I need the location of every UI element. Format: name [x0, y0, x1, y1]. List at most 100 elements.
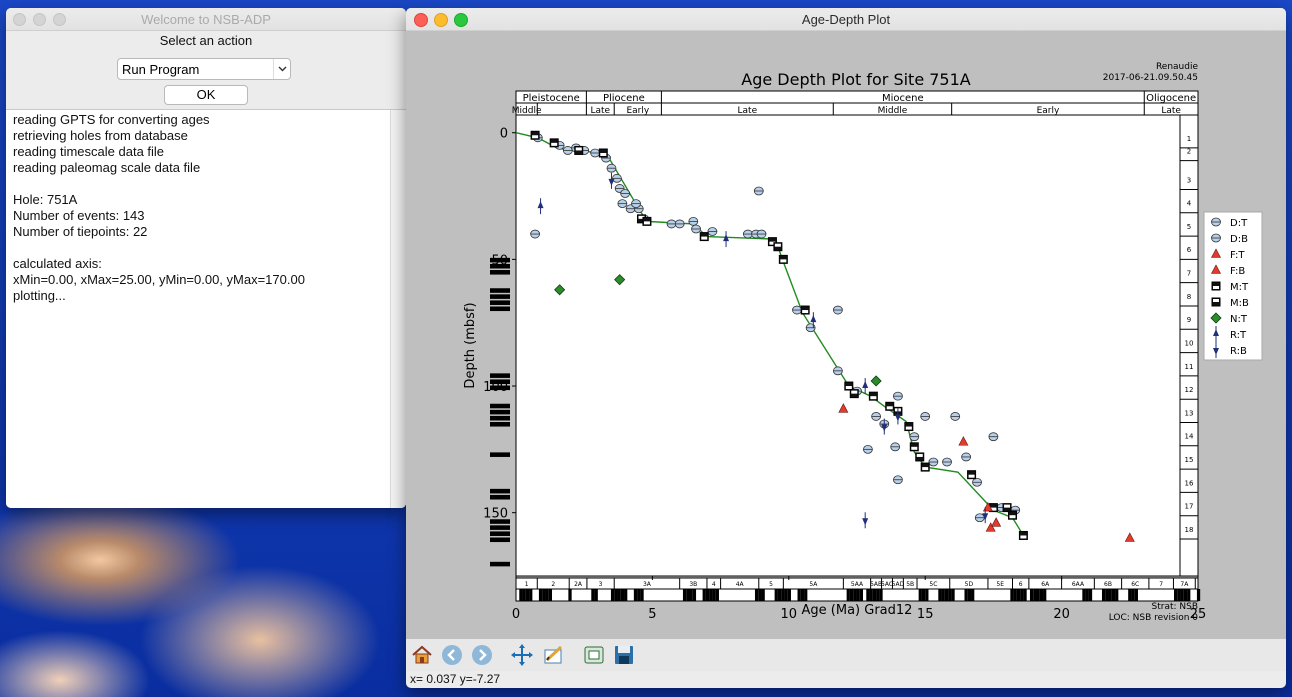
legend-marker: [1213, 326, 1219, 342]
polarity-block: [948, 589, 952, 601]
polarity-block: [591, 589, 595, 601]
action-select[interactable]: Run Program: [117, 58, 291, 80]
launcher-titlebar[interactable]: Welcome to NSB-ADP: [6, 8, 406, 31]
chron-label: 5E: [996, 581, 1004, 588]
polarity-block: [542, 589, 546, 601]
legend-marker: [1211, 248, 1221, 258]
author-label: Renaudie: [1156, 62, 1199, 72]
square-half: [851, 390, 858, 394]
forward-icon[interactable]: [468, 641, 496, 669]
chron-label: 5AD: [892, 581, 905, 588]
datum-marker: [608, 172, 615, 189]
triangle: [991, 517, 1002, 527]
log-output[interactable]: reading GPTS for converting ages retrievi…: [6, 109, 406, 508]
square-half: [532, 135, 539, 139]
polarity-block: [633, 589, 638, 601]
chron-label: 6AA: [1072, 581, 1085, 588]
core-label: 15: [1185, 456, 1194, 464]
datum-marker: [920, 412, 931, 421]
datum-marker: [885, 401, 895, 411]
datum-marker: [991, 517, 1002, 527]
datum-marker: [909, 432, 920, 442]
core-polarity-block: [490, 300, 510, 305]
polarity-block: [610, 589, 615, 601]
polarity-block: [1131, 589, 1135, 601]
square-half: [774, 243, 781, 247]
polarity-block: [856, 589, 860, 601]
subplots-icon[interactable]: [580, 641, 608, 669]
core-polarity-block: [490, 373, 510, 378]
polarity-block: [705, 589, 710, 601]
age-depth-chart[interactable]: Age Depth Plot for Site 751ARenaudie2017…: [406, 31, 1286, 639]
core-polarity-block: [490, 257, 510, 263]
datum-marker: [688, 216, 699, 226]
legend-marker: [1211, 281, 1221, 291]
polarity-block: [866, 589, 870, 601]
arrow-head: [810, 315, 817, 323]
core-polarity-block: [490, 525, 510, 530]
core-label: 13: [1185, 409, 1194, 417]
home-icon[interactable]: [408, 641, 436, 669]
datum-marker: [810, 312, 817, 329]
legend-marker: [1211, 233, 1221, 243]
square: [574, 145, 584, 155]
polarity-block: [1177, 589, 1181, 601]
save-icon[interactable]: [610, 641, 638, 669]
minimize-button[interactable]: [33, 13, 46, 26]
datum-marker: [554, 284, 566, 296]
datum-marker: [778, 254, 788, 264]
legend-marker: [1211, 217, 1221, 227]
log-line: reading timescale data file: [13, 144, 165, 159]
subepoch-label: Middle: [512, 106, 542, 116]
chron-label: 4A: [736, 581, 745, 588]
datum-marker: [871, 412, 881, 421]
core-label: 9: [1187, 316, 1191, 324]
datum-marker: [838, 403, 849, 413]
pan-icon[interactable]: [508, 641, 536, 669]
chron-label: 7: [1159, 581, 1163, 588]
arrow-head: [894, 414, 901, 422]
datum-marker: [1124, 532, 1135, 542]
plot-titlebar[interactable]: Age-Depth Plot: [406, 8, 1286, 31]
subepoch-label: Middle: [878, 106, 908, 116]
polarity-block: [617, 589, 621, 601]
polarity-block: [853, 589, 857, 601]
polarity-block: [568, 589, 572, 601]
datum-marker: [691, 224, 701, 234]
zoom-button[interactable]: [53, 13, 66, 26]
square-half: [968, 474, 975, 478]
close-button[interactable]: [414, 13, 428, 27]
minimize-button[interactable]: [434, 13, 448, 27]
polarity-block: [1033, 589, 1037, 601]
polarity-block: [1196, 589, 1201, 601]
datum-marker: [920, 462, 930, 472]
core-polarity-block: [490, 519, 510, 524]
launcher-title: Welcome to NSB-ADP: [141, 12, 271, 27]
plot-canvas[interactable]: Age Depth Plot for Site 751A Renaudie 2017…: [406, 31, 1286, 639]
log-line: Hole: 751A: [13, 192, 78, 207]
polarity-block: [624, 589, 628, 601]
polarity-block: [797, 589, 801, 601]
polarity-block: [1082, 589, 1086, 601]
datum-marker: [631, 199, 641, 209]
chron-label: 6A: [1041, 581, 1050, 588]
zoom-button[interactable]: [454, 13, 468, 27]
configure-icon[interactable]: [540, 641, 568, 669]
square-half: [643, 221, 650, 225]
back-icon[interactable]: [438, 641, 466, 669]
chron-label: 2A: [574, 581, 583, 588]
log-line: plotting...: [13, 288, 66, 303]
chron-label: 5AC: [881, 581, 893, 588]
datum-marker: [893, 475, 903, 485]
polarity-block: [879, 589, 883, 601]
core-label: 2: [1187, 147, 1191, 155]
core-polarity-block: [490, 452, 510, 457]
square-half: [845, 386, 852, 390]
core-polarity-block: [490, 306, 510, 312]
log-scrollbar[interactable]: [390, 110, 406, 508]
log-line: [13, 240, 305, 256]
ok-button[interactable]: OK: [164, 85, 248, 105]
close-button[interactable]: [13, 13, 26, 26]
core-label: 8: [1187, 293, 1191, 301]
datum-marker: [961, 452, 972, 462]
